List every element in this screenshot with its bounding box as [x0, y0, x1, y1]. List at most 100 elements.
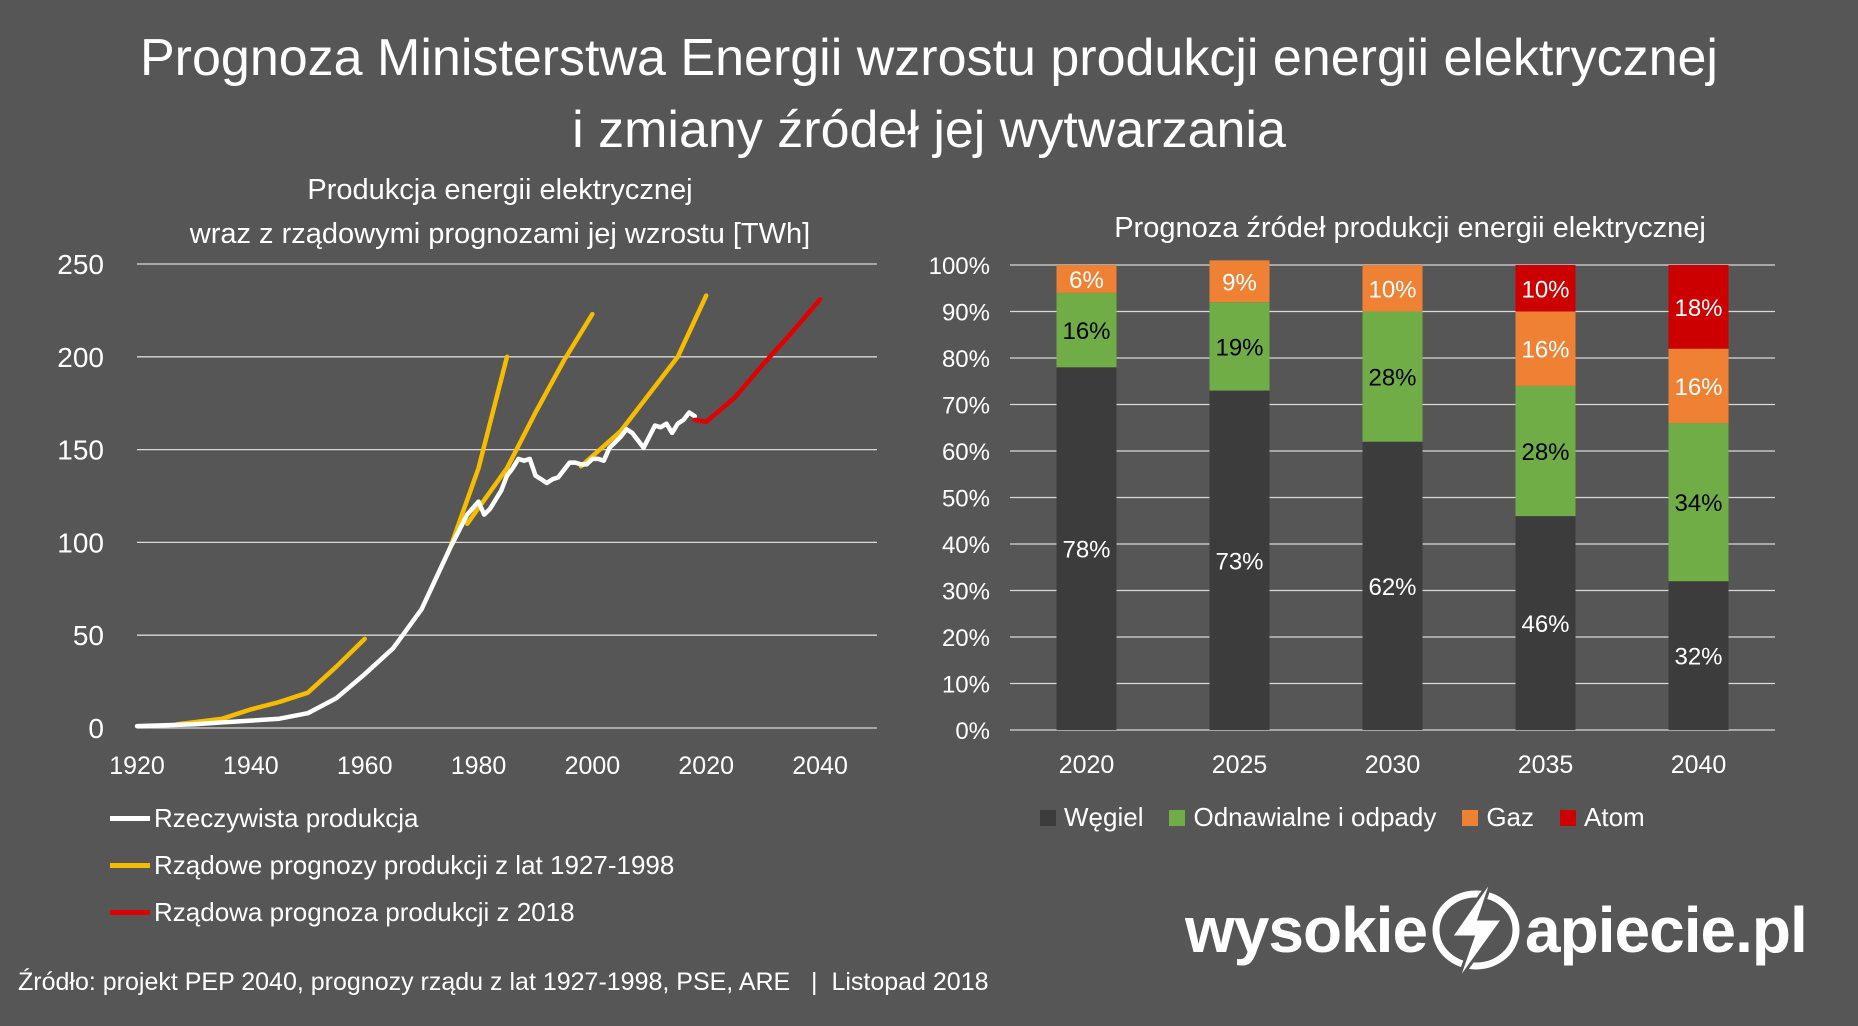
y-tick-label: 150	[57, 435, 104, 466]
legend-label-forecasts: Rządowe prognozy produkcji z lat 1927-19…	[154, 850, 675, 880]
x-tick-label: 2035	[1518, 751, 1574, 779]
lightning-n-icon	[1421, 875, 1531, 985]
bar-segment-w-giel	[1056, 367, 1117, 730]
bar-data-label: 6%	[1069, 267, 1104, 294]
y-tick-label: 10%	[942, 672, 990, 699]
bar-data-label: 18%	[1674, 295, 1722, 322]
page-title: Prognoza Ministerstwa Energii wzrostu pr…	[0, 22, 1858, 166]
bar-segment-atom	[1515, 265, 1576, 312]
bar-segment-w-giel	[1668, 581, 1729, 730]
y-tick-label: 80%	[942, 346, 990, 373]
bar-segment-gaz	[1209, 260, 1270, 303]
bar-data-label: 78%	[1062, 537, 1110, 564]
legend-label-gas: Gaz	[1486, 802, 1535, 832]
forecast-2018-line	[692, 297, 823, 425]
x-tick-label: 1980	[451, 752, 507, 780]
line-chart-title-line-1: Produkcja energii elektrycznej	[307, 174, 693, 206]
legend-swatch-nuclear	[1560, 809, 1577, 826]
forecast-line-1	[174, 636, 367, 727]
bar-segment-odnawialne-i-odpady	[1668, 423, 1729, 582]
y-tick-label: 0	[88, 713, 104, 744]
bar-segment-w-giel	[1362, 441, 1423, 730]
legend-label-actual: Rzeczywista produkcja	[154, 803, 419, 833]
x-tick-label: 2040	[792, 752, 848, 780]
y-tick-label: 70%	[942, 393, 990, 420]
legend-label-renewables: Odnawialne i odpady	[1193, 802, 1437, 832]
bar-data-label: 16%	[1674, 374, 1722, 401]
legend-label-nuclear: Atom	[1584, 802, 1645, 832]
bar-data-label: 10%	[1521, 276, 1569, 303]
bar-data-label: 10%	[1368, 276, 1416, 303]
stacked-bar-chart: 0% 10% 20% 30% 40% 50% 60% 70% 80% 90% 100% 78% 16% 6…	[929, 253, 1775, 779]
y-tick-label: 250	[57, 249, 104, 280]
source-note: Źródło: projekt PEP 2040, prognozy rządu…	[18, 968, 989, 996]
legend-item-forecast-2018: Rządowa prognoza produkcji z 2018	[110, 889, 674, 936]
forecast-line-3	[464, 311, 595, 527]
x-tick-label: 2020	[678, 752, 734, 780]
bar-segment-gaz	[1362, 265, 1423, 312]
y-tick-label: 50	[73, 620, 104, 651]
bar-segment-odnawialne-i-odpady	[1515, 385, 1576, 517]
bar-data-label: 28%	[1368, 365, 1416, 392]
legend-swatch-renewables	[1169, 809, 1186, 826]
bar-data-label: 16%	[1062, 318, 1110, 345]
bar-segment-w-giel	[1209, 390, 1270, 730]
y-tick-label: 100	[57, 527, 104, 558]
legend-label-forecast-2018: Rządowa prognoza produkcji z 2018	[154, 897, 575, 927]
legend-swatch-forecasts	[110, 863, 150, 868]
bar-segment-gaz	[1056, 265, 1117, 293]
bar-segment-atom	[1668, 265, 1729, 349]
x-tick-label: 2000	[565, 752, 621, 780]
x-tick-label: 1960	[337, 752, 393, 780]
bar-chart-title: Prognoza źródeł produkcji energii elektr…	[1114, 212, 1706, 244]
y-tick-label: 90%	[942, 300, 990, 327]
bar-segment-odnawialne-i-odpady	[1056, 292, 1117, 368]
bar-data-label: 9%	[1222, 269, 1257, 296]
page-title-line-1: Prognoza Ministerstwa Energii wzrostu pr…	[139, 29, 1718, 87]
bar-data-label: 32%	[1674, 644, 1722, 671]
legend-swatch-coal	[1040, 809, 1056, 826]
logo-text-right: apiecie.pl	[1525, 894, 1808, 966]
y-tick-label: 200	[57, 342, 104, 373]
legend-label-coal: Węgiel	[1064, 802, 1144, 832]
forecast-line-4	[578, 293, 709, 469]
x-tick-label: 1940	[223, 752, 279, 780]
bar-data-label: 46%	[1521, 611, 1569, 638]
legend-item-actual: Rzeczywista produkcja	[110, 795, 674, 842]
actual-production-line	[134, 410, 698, 729]
y-tick-label: 30%	[942, 579, 990, 606]
y-tick-label: 50%	[942, 486, 990, 513]
bar-chart-legend: Węgiel Odnawialne i odpady Gaz Atom	[1040, 802, 1671, 833]
bar-data-label: 19%	[1215, 334, 1263, 361]
bar-data-label: 16%	[1521, 337, 1569, 364]
bar-segment-odnawialne-i-odpady	[1362, 311, 1423, 442]
line-chart-title-line-2: wraz z rządowymi prognozami jej wzrostu …	[189, 218, 811, 250]
legend-swatch-gas	[1462, 809, 1479, 826]
bar-segment-w-giel	[1515, 516, 1576, 730]
logo-text-left: wysokie	[1185, 894, 1428, 966]
x-tick-label: 2030	[1365, 751, 1421, 779]
legend-item-renewables: Odnawialne i odpady	[1169, 802, 1436, 833]
bar-segment-gaz	[1515, 311, 1576, 386]
legend-swatch-actual	[110, 816, 150, 821]
legend-swatch-forecast-2018	[110, 910, 150, 915]
bar-data-label: 34%	[1674, 490, 1722, 517]
x-tick-label: 2040	[1671, 751, 1727, 779]
y-tick-label: 100%	[929, 253, 990, 280]
x-tick-label: 2025	[1212, 751, 1268, 779]
line-chart-legend: Rzeczywista produkcja Rządowe prognozy p…	[110, 795, 674, 936]
bar-data-label: 62%	[1368, 574, 1416, 601]
forecast-line-2	[447, 354, 510, 551]
page-title-line-2: i zmiany źródeł jej wytwarzania	[572, 101, 1286, 159]
y-tick-label: 40%	[942, 532, 990, 559]
legend-item-forecasts: Rządowe prognozy produkcji z lat 1927-19…	[110, 842, 674, 889]
x-tick-label: 2020	[1059, 751, 1115, 779]
legend-item-gas: Gaz	[1462, 802, 1534, 833]
y-tick-label: 0%	[955, 718, 990, 745]
y-tick-label: 20%	[942, 625, 990, 652]
site-logo: wysokie apiecie.pl	[1185, 876, 1808, 984]
legend-item-nuclear: Atom	[1560, 802, 1645, 833]
bar-segment-odnawialne-i-odpady	[1209, 302, 1270, 391]
legend-item-coal: Węgiel	[1040, 802, 1143, 833]
